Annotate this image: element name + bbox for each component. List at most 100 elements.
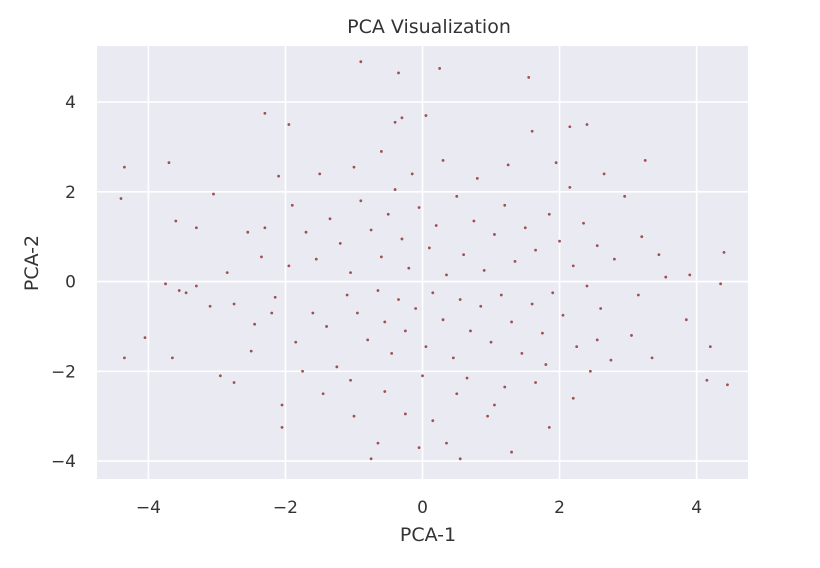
- data-point: [263, 226, 267, 230]
- data-point: [643, 159, 647, 162]
- data-point: [287, 123, 291, 126]
- data-point: [523, 226, 527, 230]
- data-point: [260, 255, 263, 259]
- x-tick-label: −2: [273, 498, 298, 518]
- data-point: [547, 425, 551, 429]
- data-point: [462, 253, 466, 257]
- x-tick-labels: −4 −2 0 2 4: [136, 498, 702, 518]
- data-point: [280, 403, 284, 407]
- y-tick-labels: −4 −2 0 2 4: [51, 93, 76, 472]
- data-point: [410, 172, 414, 176]
- data-point: [595, 338, 599, 342]
- data-point: [325, 325, 328, 328]
- data-point: [352, 165, 356, 169]
- data-point: [263, 111, 267, 115]
- x-tick-label: 0: [417, 498, 428, 518]
- data-point: [379, 150, 383, 153]
- y-tick-label: 2: [65, 183, 76, 203]
- data-point: [318, 172, 322, 176]
- data-point: [499, 293, 503, 297]
- data-point: [290, 203, 294, 207]
- data-point: [376, 289, 380, 292]
- data-point: [403, 329, 407, 333]
- data-point: [561, 313, 565, 317]
- data-point: [417, 206, 421, 209]
- data-point: [369, 457, 373, 461]
- data-point: [249, 349, 253, 353]
- data-point: [571, 396, 575, 400]
- data-point: [225, 271, 229, 274]
- data-point: [349, 271, 352, 274]
- data-point: [530, 302, 534, 306]
- data-point: [630, 334, 633, 337]
- data-point: [359, 60, 363, 64]
- data-point: [575, 345, 579, 349]
- data-point: [277, 174, 280, 178]
- data-point: [445, 441, 448, 445]
- data-point: [345, 293, 349, 297]
- data-point: [438, 67, 442, 70]
- y-axis-label: PCA-2: [21, 235, 43, 291]
- chart-title: PCA Visualization: [347, 16, 511, 38]
- data-point: [640, 235, 644, 239]
- data-point: [369, 228, 373, 232]
- data-point: [541, 331, 544, 335]
- data-point: [386, 212, 390, 216]
- data-point: [232, 381, 236, 384]
- data-point: [493, 233, 496, 236]
- data-point: [475, 176, 479, 180]
- data-point: [194, 226, 198, 230]
- data-point: [510, 320, 513, 324]
- data-point: [431, 419, 435, 423]
- data-point: [571, 264, 575, 268]
- data-point: [650, 356, 654, 360]
- data-point: [568, 125, 572, 129]
- y-tick-label: −4: [51, 452, 76, 472]
- x-tick-label: 2: [554, 498, 565, 518]
- grid: [97, 46, 748, 479]
- data-point: [441, 159, 445, 162]
- data-point: [376, 441, 380, 445]
- data-point: [441, 318, 445, 322]
- data-point: [479, 304, 483, 308]
- data-point: [465, 376, 469, 380]
- data-point: [503, 385, 507, 389]
- data-point: [434, 224, 438, 227]
- data-point: [520, 351, 524, 355]
- data-point: [664, 275, 668, 279]
- data-point: [383, 320, 387, 324]
- data-point: [167, 161, 171, 165]
- data-point: [705, 378, 709, 382]
- data-point: [513, 259, 517, 263]
- x-tick-label: −4: [136, 498, 161, 518]
- data-point: [527, 76, 531, 79]
- data-point: [486, 414, 489, 418]
- data-point: [489, 340, 493, 344]
- data-point: [445, 273, 448, 277]
- data-point: [472, 219, 476, 223]
- data-point: [554, 161, 558, 165]
- data-point: [534, 248, 537, 252]
- data-point: [458, 298, 462, 301]
- data-point: [280, 425, 284, 429]
- data-point: [636, 293, 640, 297]
- data-point: [397, 298, 400, 301]
- data-point: [657, 253, 661, 257]
- data-point: [273, 295, 277, 299]
- y-tick-label: 4: [65, 93, 76, 113]
- data-point: [595, 244, 599, 248]
- data-point: [328, 217, 332, 221]
- data-point: [719, 282, 722, 286]
- data-point: [424, 345, 428, 349]
- data-point: [253, 322, 257, 326]
- data-point: [304, 230, 308, 234]
- data-point: [208, 304, 212, 308]
- data-point: [588, 369, 592, 373]
- data-point: [451, 356, 455, 360]
- data-point: [722, 251, 726, 254]
- data-point: [164, 282, 167, 286]
- data-point: [366, 338, 370, 342]
- data-point: [688, 273, 692, 277]
- data-point: [123, 356, 126, 360]
